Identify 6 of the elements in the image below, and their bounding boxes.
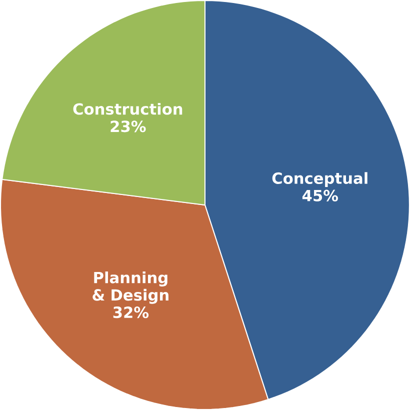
slice-label: Planning & Design bbox=[92, 272, 168, 304]
slice-label: Construction bbox=[73, 102, 182, 115]
data-label: 45% bbox=[302, 190, 338, 202]
data-label: 23% bbox=[110, 120, 146, 132]
data-label: 32% bbox=[113, 306, 149, 318]
slice-label: Conceptual bbox=[272, 172, 368, 187]
